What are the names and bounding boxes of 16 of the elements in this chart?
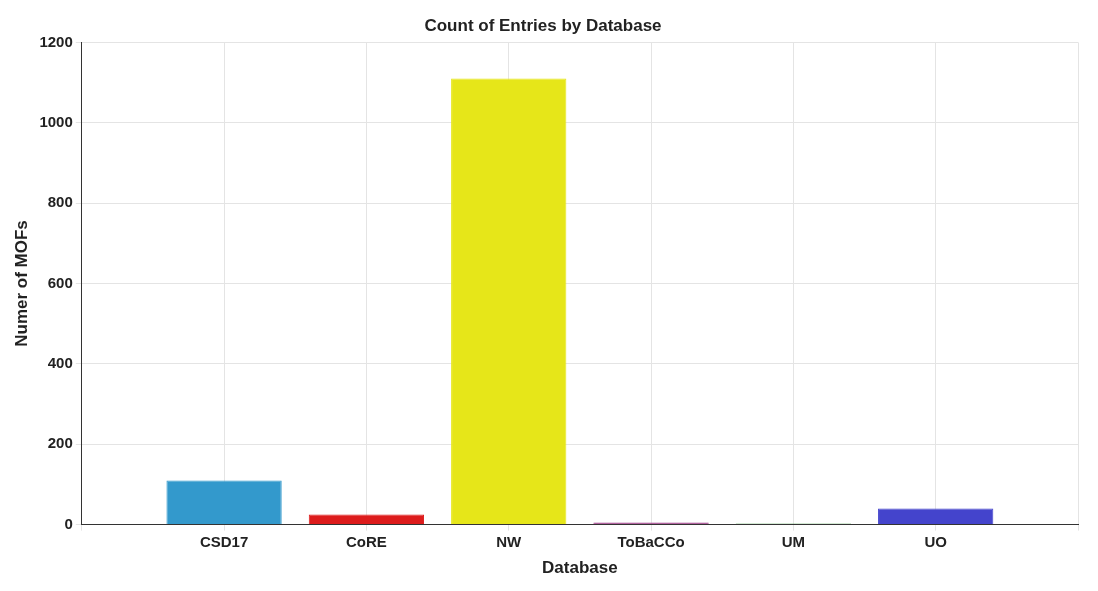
y-axis-title: Numer of MOFs <box>11 220 31 347</box>
x-tick-label: CoRE <box>345 532 387 550</box>
y-tick-label: 1000 <box>39 112 73 130</box>
x-tick-label: NW <box>496 532 523 550</box>
chart-title: Count of Entries by Database <box>424 15 662 35</box>
x-axis-title: Database <box>542 558 618 578</box>
y-tick-label: 400 <box>47 354 73 372</box>
y-tick-label: 200 <box>47 434 73 452</box>
x-tick-label: UO <box>924 532 948 550</box>
y-tick-label: 600 <box>47 273 73 291</box>
x-tick-label: ToBaCCo <box>617 532 685 550</box>
x-tick-label: UM <box>781 532 806 550</box>
x-tick-label: CSD17 <box>199 532 249 550</box>
y-tick-label: 0 <box>64 514 73 532</box>
y-tick-label: 800 <box>47 193 73 211</box>
y-tick-label: 1200 <box>39 32 73 50</box>
